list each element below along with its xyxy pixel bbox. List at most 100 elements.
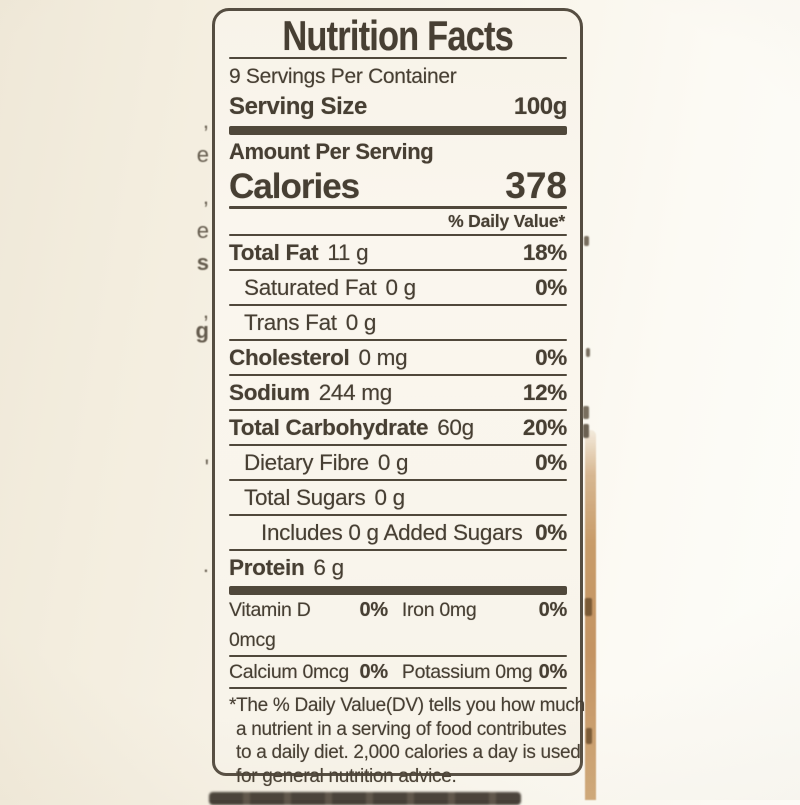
nutrient-daily-value: 0% [535,450,567,475]
text-fragment: , [202,184,209,209]
nutrient-daily-value: 18% [522,240,567,265]
nutrient-name: Total Sugars [244,485,366,510]
serving-size-label: Serving Size [229,93,367,120]
micronutrient-cell-calcium: Calcium 0mcg 0% [229,657,388,687]
nutrient-row-saturated-fat: Saturated Fat 0 g 0% [229,271,567,304]
nutrient-amount: 0 g [385,275,416,300]
footnote: *The % Daily Value(DV) tells you how muc… [229,689,585,788]
row-divider [229,514,567,516]
micronutrient-daily-value: 0% [359,599,389,621]
nutrient-name: Cholesterol [229,345,350,370]
footnote-line: to a daily diet. 2,000 calories a day is… [236,742,581,763]
nutrient-row-added-sugars: Includes 0 g Added Sugars 0% [229,516,567,549]
daily-value-header: % Daily Value* [448,211,565,231]
nutrient-row-trans-fat: Trans Fat 0 g [229,306,567,339]
label-title-text: Nutrition Facts [282,12,515,59]
nutrient-name: Includes 0 g Added Sugars [261,520,523,545]
micronutrient-cell-iron: Iron 0mg 0% [388,595,567,655]
nutrient-row-cholesterol: Cholesterol 0 mg 0% [229,341,567,374]
row-divider [229,479,567,481]
nutrient-name: Trans Fat [244,310,337,335]
text-fragment: . [202,552,209,577]
nutrient-daily-value: 0% [535,520,567,545]
nutrient-row-total-sugars: Total Sugars 0 g [229,481,567,514]
nutrient-row-sodium: Sodium 244 mg 12% [229,376,567,409]
nutrient-row-total-fat: Total Fat 11 g 18% [229,236,567,269]
bottom-label-strip [209,792,521,805]
calories-value: 378 [505,165,567,206]
text-fragment: , [202,298,209,323]
row-divider [229,655,567,657]
serving-size-value: 100g [513,93,568,120]
divider-thin [229,57,567,59]
text-fragment: , [202,108,209,133]
text-fragment: s [196,250,209,275]
label-title: Nutrition Facts [229,12,567,59]
row-divider [229,339,567,341]
micronutrient-daily-value: 0% [359,661,389,683]
micronutrient-name: Vitamin D 0mcg [229,599,311,651]
left-edge-text-fragments: , e , e s , g ' . [191,100,211,660]
nutrient-name: Sodium [229,380,310,405]
micronutrient-daily-value: 0% [538,661,568,683]
nutrient-daily-value: 12% [522,380,567,405]
smudge-mark [583,424,589,438]
nutrient-daily-value: 0% [535,345,567,370]
smudge-mark [584,236,589,246]
row-divider [229,687,567,689]
row-divider [229,409,567,411]
micronutrient-row: Vitamin D 0mcg 0% Iron 0mg 0% [229,595,567,655]
divider-medium [229,206,567,209]
row-divider [229,444,567,446]
text-fragment: g [195,318,209,343]
nutrient-name: Total Carbohydrate [229,415,429,440]
nutrient-amount: 0 mg [358,345,408,370]
text-fragment: e [196,218,209,243]
calories-row: Calories 378 [229,165,567,207]
nutrient-row-dietary-fibre: Dietary Fibre 0 g 0% [229,446,567,479]
footnote-line: *The % Daily Value(DV) tells you how muc… [229,695,585,716]
amount-per-serving-label: Amount Per Serving [229,139,434,164]
section-divider-thick [229,586,567,595]
smudge-mark [583,406,589,419]
row-divider [229,269,567,271]
nutrient-daily-value: 0% [535,275,567,300]
row-divider [229,374,567,376]
nutrient-row-protein: Protein 6 g [229,551,567,584]
micronutrient-name: Calcium 0mcg [229,661,349,683]
micronutrient-cell-potassium: Potassium 0mg 0% [388,657,567,687]
nutrient-name: Protein [229,555,305,580]
nutrient-daily-value: 20% [522,415,567,440]
calories-label: Calories [229,167,360,206]
text-fragment: ' [204,455,209,480]
nutrient-name: Dietary Fibre [244,450,369,475]
micronutrient-cell-vitamin-d: Vitamin D 0mcg 0% [229,595,388,655]
nutrient-amount: 0 g [374,485,405,510]
nutrient-row-total-carbohydrate: Total Carbohydrate 60g 20% [229,411,567,444]
divider-thin [229,234,567,236]
nutrient-name: Saturated Fat [244,275,377,300]
smudge-mark [586,728,592,744]
text-fragment: e [196,142,209,167]
nutrient-amount: 60g [437,415,474,440]
micronutrient-daily-value: 0% [538,599,568,621]
nutrient-amount: 244 mg [318,380,393,405]
serving-size-row: Serving Size 100g [229,91,567,122]
row-divider [229,304,567,306]
micronutrient-name: Potassium 0mg [401,661,533,683]
micronutrient-row: Calcium 0mcg 0% Potassium 0mg 0% [229,657,567,687]
row-divider [229,549,567,551]
smudge-mark [585,598,592,616]
nutrient-amount: 11 g [327,240,369,265]
section-divider-thick [229,126,567,135]
footnote-line: for general nutrition advice. [236,765,457,787]
smudge-mark [586,348,590,357]
nutrition-facts-label: Nutrition Facts 9 Servings Per Container… [212,8,585,787]
nutrient-amount: 0 g [345,310,377,335]
servings-per-container: 9 Servings Per Container [229,65,457,88]
micronutrient-name: Iron 0mg [401,599,477,621]
footnote-line: a nutrient in a serving of food contribu… [236,718,567,740]
nutrient-name: Total Fat [229,240,319,265]
nutrient-amount: 6 g [313,555,344,580]
